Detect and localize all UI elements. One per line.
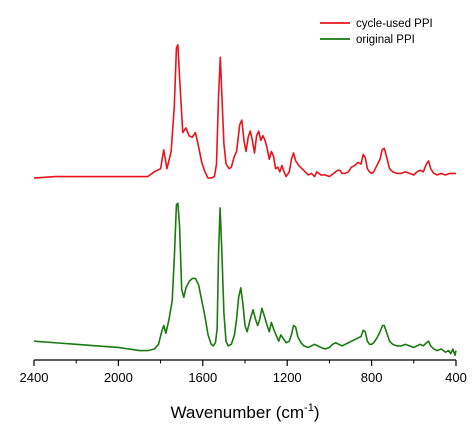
x-axis-title: Wavenumber (cm-1): [171, 402, 320, 422]
x-tick-label: 1200: [273, 370, 302, 385]
x-axis: 2400 2000 1600 1200 800 400: [20, 359, 467, 385]
x-axis-title-sup: -1: [304, 402, 314, 414]
x-tick-label: 2400: [20, 370, 49, 385]
legend: cycle-used PPI original PPI: [320, 18, 433, 46]
x-tick-label: 1600: [188, 370, 217, 385]
series-layer: [33, 44, 457, 357]
x-tick-label: 2000: [104, 370, 133, 385]
series-line-original-ppi: [33, 202, 457, 357]
legend-label-original-ppi: original PPI: [356, 34, 415, 46]
x-tick-label: 800: [361, 370, 383, 385]
x-tick-label: 400: [445, 370, 467, 385]
x-axis-title-main: Wavenumber (cm: [171, 403, 305, 422]
legend-label-cycle-used-ppi: cycle-used PPI: [356, 18, 433, 30]
series-line-cycle-used-ppi: [33, 44, 456, 179]
x-axis-title-close: ): [314, 403, 320, 422]
